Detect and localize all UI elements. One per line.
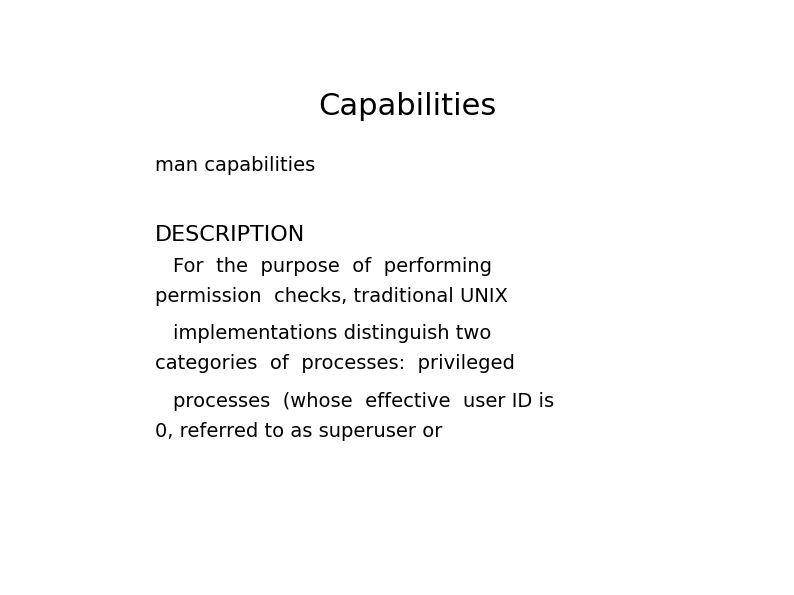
Text: DESCRIPTION: DESCRIPTION (155, 225, 305, 245)
Text: processes  (whose  effective  user ID is: processes (whose effective user ID is (173, 392, 554, 411)
Text: For  the  purpose  of  performing: For the purpose of performing (173, 257, 492, 276)
Text: implementations distinguish two: implementations distinguish two (173, 324, 491, 343)
Text: Capabilities: Capabilities (318, 92, 496, 121)
Text: man capabilities: man capabilities (155, 156, 315, 175)
Text: 0, referred to as superuser or: 0, referred to as superuser or (155, 422, 442, 441)
Text: permission  checks, traditional UNIX: permission checks, traditional UNIX (155, 287, 507, 306)
Text: categories  of  processes:  privileged: categories of processes: privileged (155, 354, 515, 373)
